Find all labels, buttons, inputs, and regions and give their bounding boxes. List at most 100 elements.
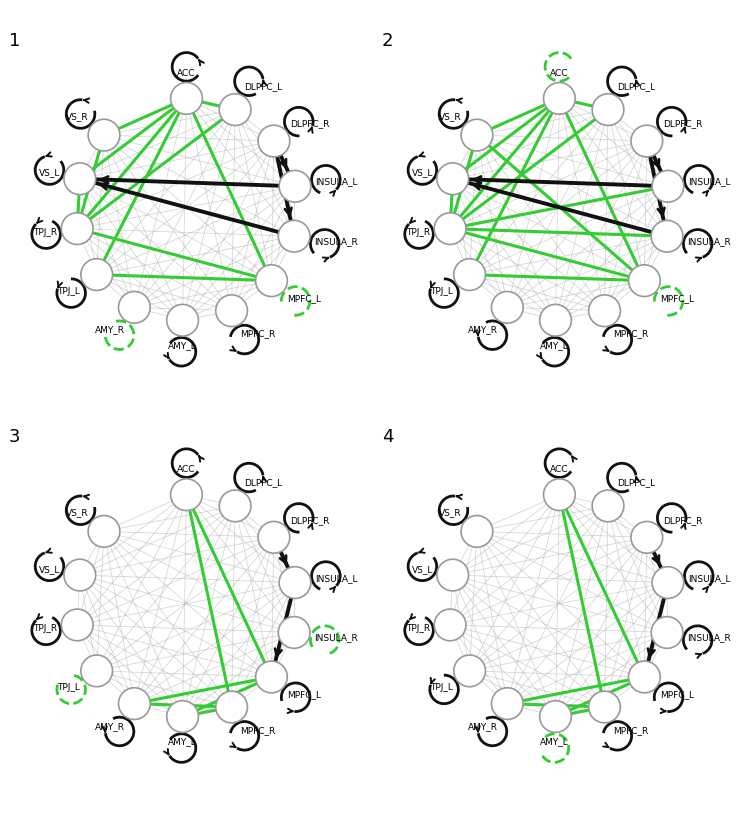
Text: TPJ_R: TPJ_R (33, 227, 57, 236)
Text: TPJ_R: TPJ_R (33, 624, 57, 633)
Circle shape (166, 701, 199, 733)
Circle shape (461, 516, 493, 547)
Circle shape (81, 258, 112, 290)
Circle shape (652, 566, 684, 598)
Circle shape (540, 304, 572, 336)
Circle shape (592, 94, 624, 126)
Text: AMY_L: AMY_L (541, 341, 569, 350)
Text: VS_L: VS_L (38, 565, 60, 574)
Text: INSULA_R: INSULA_R (687, 633, 730, 642)
Text: MPFC_L: MPFC_L (660, 690, 694, 699)
Circle shape (652, 170, 684, 202)
Circle shape (544, 479, 575, 510)
Circle shape (256, 661, 287, 693)
Circle shape (219, 94, 251, 126)
Circle shape (540, 701, 572, 733)
Text: MPFC_R: MPFC_R (613, 726, 648, 735)
Text: VS_R: VS_R (439, 112, 461, 121)
Text: MPFC_L: MPFC_L (287, 294, 321, 303)
Circle shape (631, 126, 663, 157)
Text: INSULA_L: INSULA_L (315, 178, 358, 187)
Circle shape (258, 126, 290, 157)
Circle shape (256, 265, 287, 297)
Circle shape (631, 522, 663, 553)
Circle shape (278, 617, 310, 649)
Circle shape (118, 292, 150, 324)
Circle shape (454, 655, 485, 687)
Circle shape (62, 609, 93, 641)
Text: MPFC_R: MPFC_R (240, 726, 275, 735)
Text: TPJ_R: TPJ_R (406, 624, 430, 633)
Text: VS_R: VS_R (66, 509, 88, 518)
Text: DLPFC_R: DLPFC_R (663, 119, 703, 128)
Text: DLPFC_R: DLPFC_R (290, 516, 329, 525)
Circle shape (88, 516, 120, 547)
Circle shape (170, 82, 202, 114)
Circle shape (436, 559, 469, 591)
Text: INSULA_L: INSULA_L (315, 574, 358, 583)
Text: VS_L: VS_L (412, 565, 433, 574)
Circle shape (628, 661, 660, 693)
Circle shape (216, 295, 248, 327)
Circle shape (651, 220, 683, 252)
Text: ACC: ACC (550, 68, 568, 77)
Circle shape (170, 479, 202, 510)
Circle shape (62, 213, 93, 244)
Text: TPJ_L: TPJ_L (430, 287, 453, 296)
Circle shape (434, 213, 466, 244)
Text: TPJ_L: TPJ_L (57, 683, 80, 692)
Circle shape (436, 163, 469, 195)
Text: MPFC_R: MPFC_R (613, 329, 648, 338)
Circle shape (454, 258, 485, 290)
Circle shape (219, 490, 251, 522)
Text: VS_L: VS_L (412, 169, 433, 178)
Text: ACC: ACC (550, 465, 568, 474)
Circle shape (434, 609, 466, 641)
Circle shape (166, 304, 199, 336)
Circle shape (592, 490, 624, 522)
Text: AMY_R: AMY_R (94, 722, 124, 731)
Circle shape (491, 688, 524, 720)
Text: DLPFC_L: DLPFC_L (244, 82, 282, 91)
Circle shape (589, 295, 620, 327)
Text: ACC: ACC (177, 465, 196, 474)
Text: AMY_L: AMY_L (541, 737, 569, 746)
Circle shape (64, 163, 96, 195)
Circle shape (278, 220, 310, 252)
Text: DLPFC_L: DLPFC_L (617, 82, 656, 91)
Text: 4: 4 (382, 428, 393, 446)
Text: DLPFC_R: DLPFC_R (290, 119, 329, 128)
Text: AMY_R: AMY_R (467, 325, 497, 334)
Text: AMY_L: AMY_L (167, 737, 196, 746)
Circle shape (258, 522, 290, 553)
Text: 1: 1 (9, 32, 20, 50)
Text: VS_R: VS_R (66, 112, 88, 121)
Circle shape (589, 691, 620, 723)
Circle shape (216, 691, 248, 723)
Text: INSULA_L: INSULA_L (688, 178, 730, 187)
Circle shape (118, 688, 150, 720)
Text: DLPFC_L: DLPFC_L (244, 478, 282, 487)
Text: TPJ_L: TPJ_L (430, 683, 453, 692)
Circle shape (64, 559, 96, 591)
Text: AMY_R: AMY_R (94, 325, 124, 334)
Circle shape (651, 617, 683, 649)
Text: AMY_R: AMY_R (467, 722, 497, 731)
Text: DLPFC_L: DLPFC_L (617, 478, 656, 487)
Circle shape (279, 566, 310, 598)
Text: 3: 3 (9, 428, 20, 446)
Circle shape (279, 170, 310, 202)
Circle shape (544, 82, 575, 114)
Circle shape (81, 655, 112, 687)
Text: TPJ_L: TPJ_L (57, 287, 80, 296)
Text: INSULA_L: INSULA_L (688, 574, 730, 583)
Circle shape (491, 292, 524, 324)
Text: AMY_L: AMY_L (167, 341, 196, 350)
Circle shape (461, 119, 493, 151)
Text: DLPFC_R: DLPFC_R (663, 516, 703, 525)
Text: VS_L: VS_L (38, 169, 60, 178)
Text: MPFC_L: MPFC_L (287, 690, 321, 699)
Text: INSULA_R: INSULA_R (314, 236, 358, 245)
Text: INSULA_R: INSULA_R (314, 633, 358, 642)
Text: TPJ_R: TPJ_R (406, 227, 430, 236)
